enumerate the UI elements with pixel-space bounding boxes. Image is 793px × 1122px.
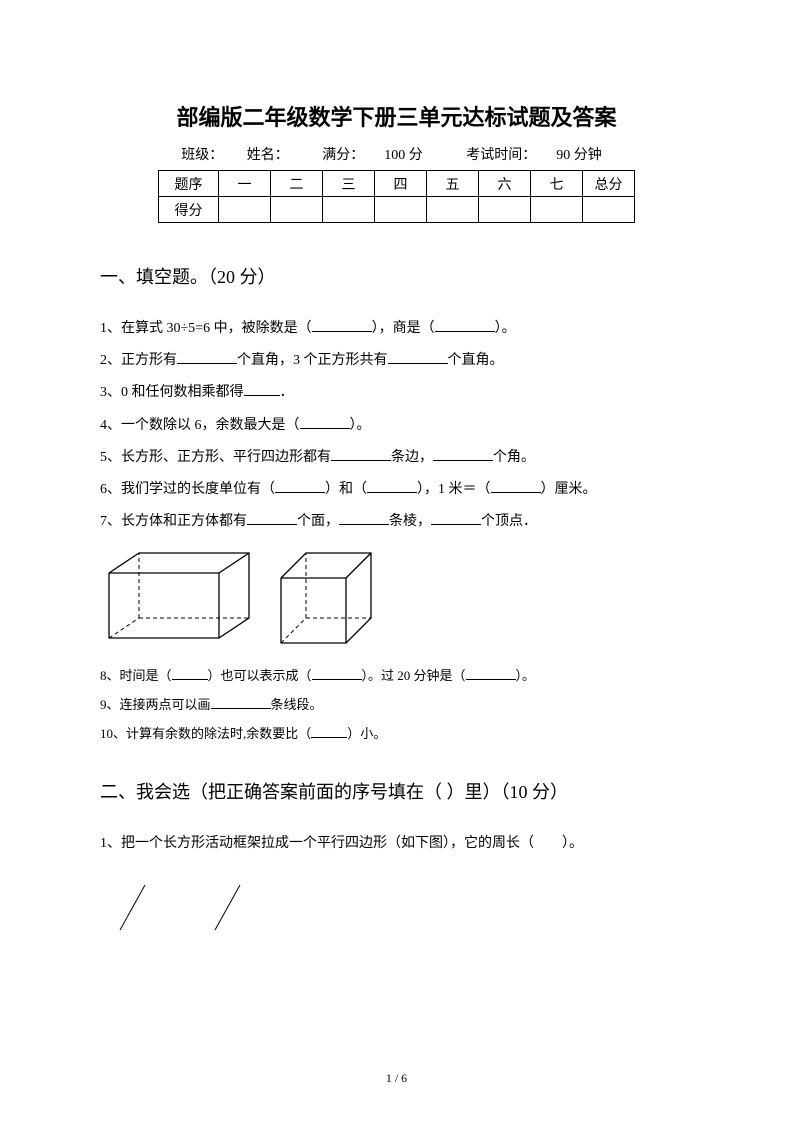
th-2: 二	[271, 171, 323, 197]
td-blank	[219, 197, 271, 223]
blank	[244, 382, 280, 396]
cube-icon	[276, 548, 376, 648]
page-title: 部编版二年级数学下册三单元达标试题及答案	[100, 100, 693, 132]
td-blank	[531, 197, 583, 223]
blank	[247, 511, 297, 525]
td-blank	[323, 197, 375, 223]
blank	[435, 318, 495, 332]
td-blank	[375, 197, 427, 223]
blank	[433, 447, 493, 461]
q7: 7、长方体和正方体都有个面，条棱，个顶点．	[100, 506, 693, 538]
th-6: 六	[479, 171, 531, 197]
q10: 10、计算有余数的除法时,余数要比（）小。	[100, 720, 693, 749]
blank	[466, 666, 516, 680]
th-seq: 题序	[159, 171, 219, 197]
blank	[431, 511, 481, 525]
blank	[367, 479, 417, 493]
table-row: 得分	[159, 197, 635, 223]
blank	[172, 666, 208, 680]
q6: 6、我们学过的长度单位有（）和（），1 米＝（）厘米。	[100, 474, 693, 506]
q8: 8、时间是（）也可以表示成（）。过 20 分钟是（）。	[100, 662, 693, 691]
q9: 9、连接两点可以画条线段。	[100, 691, 693, 720]
section2-heading: 二、我会选（把正确答案前面的序号填在（ ）里）（10 分）	[100, 778, 693, 804]
th-1: 一	[219, 171, 271, 197]
blank	[275, 479, 325, 493]
th-4: 四	[375, 171, 427, 197]
q2: 2、正方形有个直角，3 个正方形共有个直角。	[100, 345, 693, 377]
class-label: 班级：	[181, 148, 223, 163]
full-label: 满分：100 分	[312, 148, 433, 163]
blank	[388, 350, 448, 364]
section1-heading: 一、填空题。（20 分）	[100, 263, 693, 289]
exam-info: 班级： 姓名： 满分：100 分 考试时间：90 分钟	[100, 144, 693, 164]
blank	[311, 724, 347, 738]
q5: 5、长方形、正方形、平行四边形都有条边，个角。	[100, 442, 693, 474]
q3: 3、0 和任何数相乘都得．	[100, 377, 693, 409]
blank	[211, 695, 271, 709]
td-score-label: 得分	[159, 197, 219, 223]
name-label: 姓名：	[247, 148, 289, 163]
cuboid-icon	[104, 548, 254, 643]
shapes-row	[100, 548, 693, 648]
td-blank	[271, 197, 323, 223]
time-label: 考试时间：90 分钟	[456, 148, 612, 163]
blank	[339, 511, 389, 525]
th-5: 五	[427, 171, 479, 197]
blank	[300, 415, 350, 429]
table-row: 题序 一 二 三 四 五 六 七 总分	[159, 171, 635, 197]
blank	[177, 350, 237, 364]
blank	[331, 447, 391, 461]
blank	[312, 666, 362, 680]
blank	[491, 479, 541, 493]
page-number: 1 / 6	[0, 1071, 793, 1086]
td-blank	[583, 197, 635, 223]
td-blank	[427, 197, 479, 223]
blank	[312, 318, 372, 332]
q4: 4、一个数除以 6，余数最大是（）。	[100, 410, 693, 442]
th-7: 七	[531, 171, 583, 197]
th-3: 三	[323, 171, 375, 197]
th-total: 总分	[583, 171, 635, 197]
score-table: 题序 一 二 三 四 五 六 七 总分 得分	[158, 170, 635, 223]
s2-q1: 1、把一个长方形活动框架拉成一个平行四边形（如下图），它的周长（ ）。	[100, 828, 693, 860]
q1: 1、在算式 30÷5=6 中，被除数是（），商是（）。	[100, 313, 693, 345]
partial-figure	[100, 880, 693, 940]
td-blank	[479, 197, 531, 223]
